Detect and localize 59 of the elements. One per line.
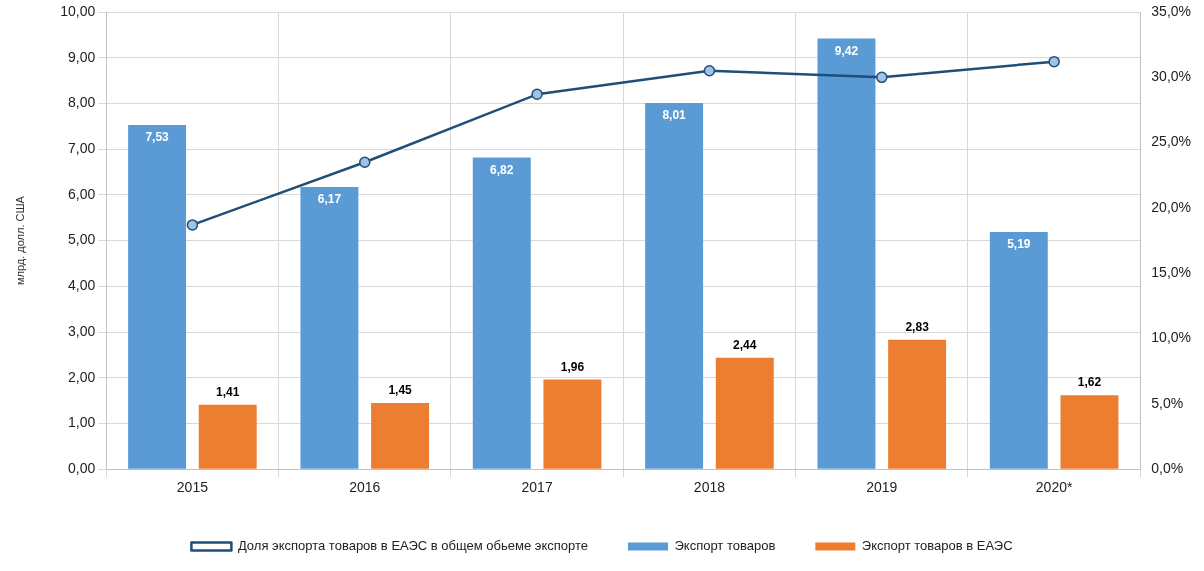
data-label: 1,45 xyxy=(388,383,413,398)
data-label: 7,53 xyxy=(145,130,170,145)
y2-tick-label: 5,0% xyxy=(1151,394,1184,411)
data-label: 1,41 xyxy=(216,385,240,400)
y-tick-label: 9,00 xyxy=(67,48,96,65)
bar xyxy=(371,402,430,469)
point xyxy=(1048,55,1060,68)
y2-tick-label: 0,0% xyxy=(1151,460,1184,477)
x-tick-label: 2015 xyxy=(176,479,209,496)
y2-tick-label: 15,0% xyxy=(1151,264,1192,281)
bar xyxy=(543,379,602,469)
y-tick-label: 0,00 xyxy=(67,460,96,477)
y-axis-title: млрд. долл. США xyxy=(13,195,26,286)
data-label: 5,19 xyxy=(1007,237,1031,252)
data-label: 1,96 xyxy=(560,359,585,374)
point xyxy=(186,219,199,231)
data-label: 6,82 xyxy=(490,162,514,177)
bar xyxy=(1060,395,1119,469)
y2-tick-label: 20,0% xyxy=(1151,198,1192,215)
y-tick-label: 6,00 xyxy=(67,185,96,202)
y2-tick-label: 35,0% xyxy=(1151,2,1192,19)
bar xyxy=(888,339,947,469)
y-tick-label: 1,00 xyxy=(67,414,96,431)
y2-tick-label: 30,0% xyxy=(1151,68,1192,85)
bar xyxy=(300,187,359,469)
y-tick-label: 4,00 xyxy=(67,277,96,294)
y-tick-label: 7,00 xyxy=(67,140,96,157)
point xyxy=(531,88,543,101)
legend-label: Экспорт товаров в ЕАЭС xyxy=(861,538,1013,554)
data-label: 8,01 xyxy=(662,108,687,123)
data-label: 6,17 xyxy=(317,192,342,207)
y-tick-label: 8,00 xyxy=(67,94,96,111)
y-tick-label: 3,00 xyxy=(67,322,96,339)
y-tick-label: 10,00 xyxy=(60,2,96,19)
bar xyxy=(817,38,876,469)
bar xyxy=(472,157,531,469)
point xyxy=(703,65,716,77)
point xyxy=(359,156,371,168)
data-label: 2,44 xyxy=(733,337,757,352)
bar xyxy=(989,231,1048,469)
bar xyxy=(715,357,774,469)
x-tick-label: 2020* xyxy=(1035,479,1073,496)
bar xyxy=(128,124,187,469)
y2-tick-label: 25,0% xyxy=(1151,133,1192,150)
y2-tick-label: 10,0% xyxy=(1151,329,1192,346)
bar xyxy=(198,404,257,469)
x-tick-label: 2016 xyxy=(349,479,381,496)
legend-label: Экспорт товаров xyxy=(674,538,776,554)
x-tick-label: 2019 xyxy=(866,479,898,496)
data-label: 1,62 xyxy=(1077,375,1102,390)
y-tick-label: 2,00 xyxy=(67,368,96,385)
x-tick-label: 2018 xyxy=(693,479,726,496)
point xyxy=(876,71,888,84)
legend-label: Доля экспорта товаров в ЕАЭС в общем обьеме экспорте xyxy=(237,538,588,554)
bar xyxy=(645,102,704,469)
y-tick-label: 5,00 xyxy=(67,231,96,248)
x-tick-label: 2017 xyxy=(521,479,553,496)
data-label: 9,42 xyxy=(834,43,859,58)
data-label: 2,83 xyxy=(905,320,930,335)
